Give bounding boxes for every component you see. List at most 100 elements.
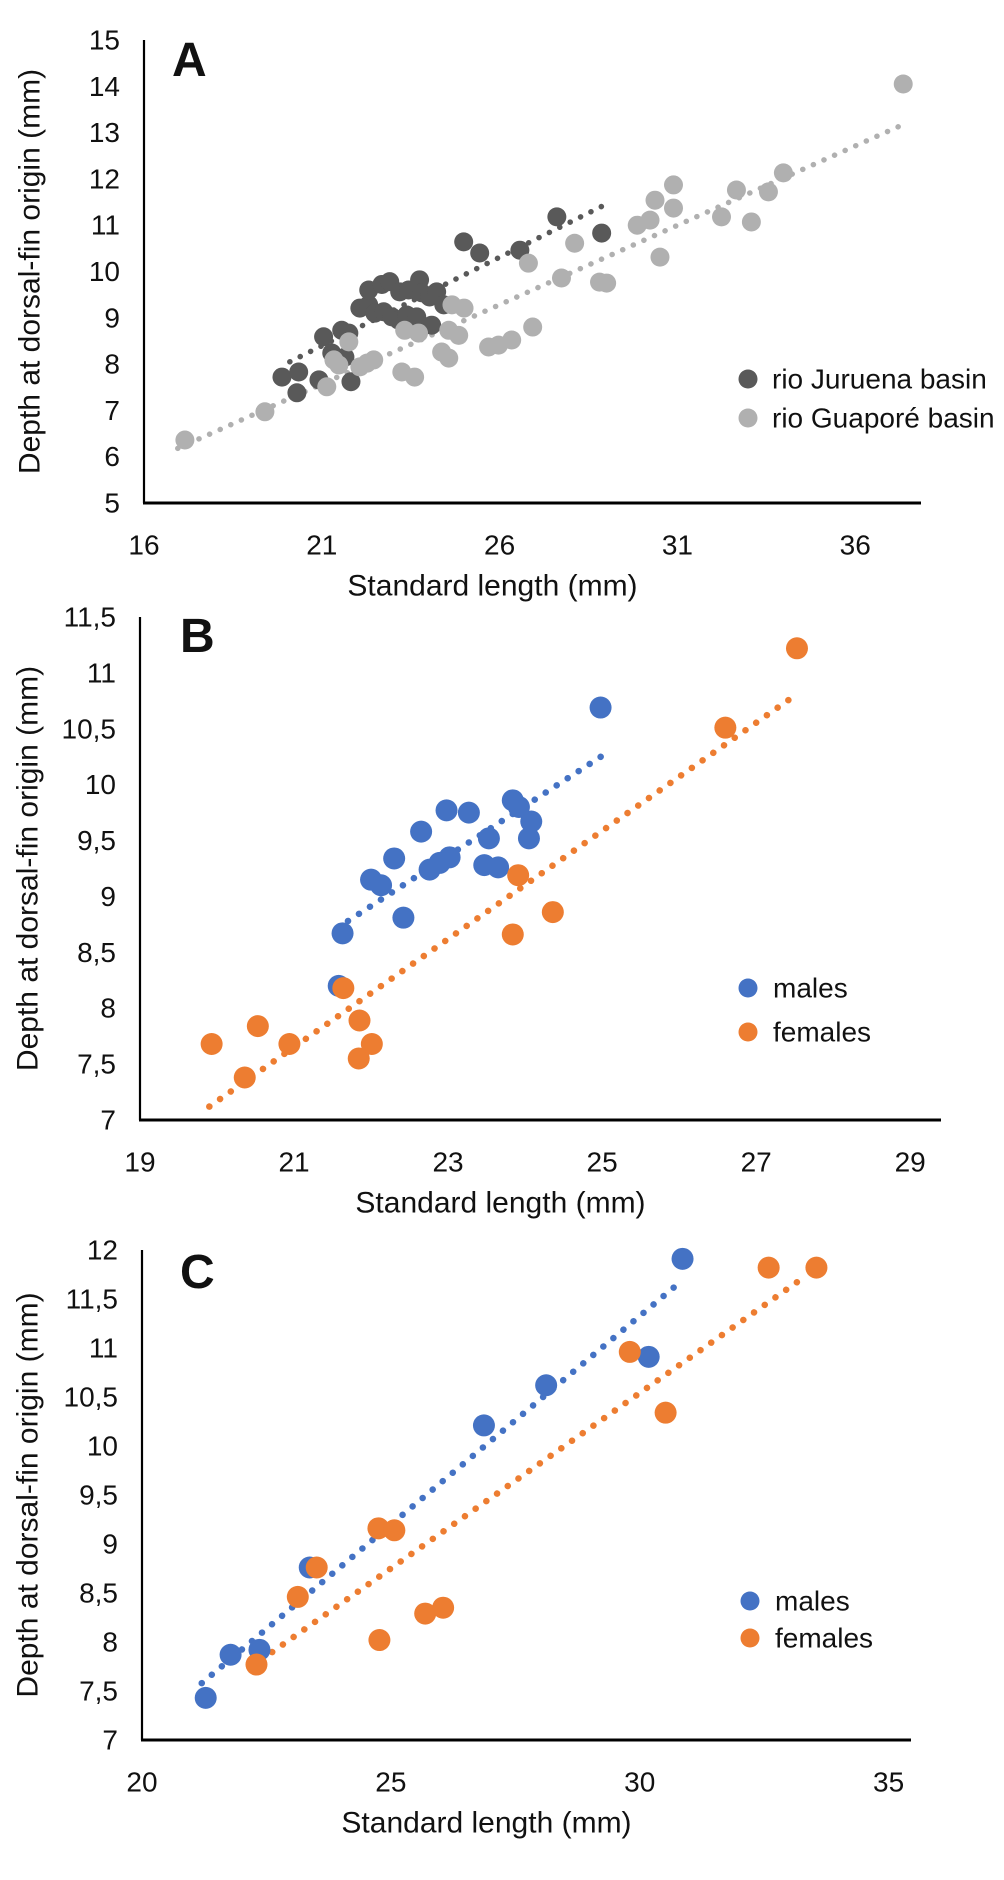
panel-B-x-axis-title: Standard length (mm) — [355, 1187, 645, 1220]
panel-A-y-tick-label: 14 — [89, 71, 120, 102]
panel-C-y-tick-label: 12 — [87, 1235, 118, 1266]
panel-A-point-series1 — [317, 377, 337, 397]
panel-A-point-series1 — [502, 330, 522, 350]
panel-C-x-tick-label: 35 — [873, 1767, 904, 1798]
panel-C-point-series1 — [432, 1596, 455, 1619]
panel-A-point-series1 — [663, 175, 683, 195]
panel-C-trendline-series0 — [198, 1281, 681, 1687]
panel-A-point-series0 — [547, 207, 567, 227]
panel-C-y-axis-title: Depth at dorsal-fin origin (mm) — [12, 1292, 45, 1697]
panel-A-y-tick-label: 12 — [89, 163, 120, 194]
panel-A-point-series1 — [758, 182, 778, 202]
panel-B-point-series1 — [348, 1009, 371, 1032]
panel-B-point-series1 — [200, 1032, 223, 1055]
panel-A-x-tick-label: 31 — [662, 530, 693, 561]
panel-A-point-series0 — [470, 243, 490, 263]
panel-B-point-series1 — [785, 637, 808, 660]
panel-A-y-tick-label: 15 — [89, 25, 120, 56]
panel-A-y-tick-label: 10 — [89, 256, 120, 287]
panel-B-y-tick-label: 9,5 — [77, 825, 116, 856]
panel-A-point-series0 — [407, 307, 427, 327]
panel-B-x-tick-label: 21 — [278, 1147, 309, 1178]
panel-B-point-series0 — [410, 820, 433, 843]
panel-A-point-series1 — [339, 332, 359, 352]
panel-A-legend-label-0: rio Juruena basin — [772, 364, 987, 395]
panel-C-point-series1 — [286, 1585, 309, 1608]
panel-A-point-series1 — [409, 323, 429, 343]
panel-A-y-tick-label: 5 — [104, 488, 120, 519]
panel-A-point-series1 — [726, 180, 746, 200]
panel-B-point-series0 — [457, 801, 480, 824]
panel-A-point-series1 — [329, 355, 349, 375]
panel-A-x-tick-label: 26 — [484, 530, 515, 561]
panel-A-point-series1 — [449, 325, 469, 345]
panel-B-x-tick-label: 29 — [895, 1147, 926, 1178]
panel-A-point-series1 — [523, 317, 543, 337]
panel-A-point-series1 — [650, 247, 670, 267]
panel-C-y-tick-label: 8 — [102, 1627, 118, 1658]
panel-A-x-axis-title: Standard length (mm) — [347, 570, 637, 603]
panel-A-point-series0 — [314, 327, 334, 347]
panel-C-point-series0 — [194, 1686, 217, 1709]
panel-C-x-tick-label: 30 — [624, 1767, 655, 1798]
panel-A-y-axis-title: Depth at dorsal-fin origin (mm) — [14, 69, 47, 474]
panel-A-point-series1 — [255, 402, 275, 422]
panel-C-point-series0 — [535, 1374, 558, 1397]
panel-C-y-tick-label: 10,5 — [64, 1382, 119, 1413]
panel-A-y-tick-label: 7 — [104, 395, 120, 426]
panel-B-point-series1 — [507, 864, 530, 887]
panel-B-point-series0 — [383, 847, 406, 870]
panel-A-point-series1 — [893, 74, 913, 94]
panel-B-point-series0 — [438, 846, 461, 869]
panel-C-point-series1 — [414, 1602, 437, 1625]
panel-B-point-series1 — [278, 1032, 301, 1055]
panel-A-y-tick-label: 6 — [104, 441, 120, 472]
panel-C-point-series0 — [219, 1643, 242, 1666]
panel-B-x-tick-label: 19 — [124, 1147, 155, 1178]
panel-B-legend-label-0: males — [773, 973, 848, 1004]
panel-B-point-series0 — [589, 696, 612, 719]
panel-B-point-series1 — [332, 977, 355, 1000]
panel-A-x-tick-label: 36 — [840, 530, 871, 561]
panel-A-point-series1 — [597, 273, 617, 293]
panel-A-point-series0 — [272, 367, 292, 387]
panel-A-point-series1 — [773, 163, 793, 183]
panel-B-letter: B — [180, 610, 215, 663]
panel-C-legend-label-1: females — [775, 1623, 873, 1654]
panel-B-legend-marker-0 — [738, 978, 758, 998]
panel-C-x-axis-title: Standard length (mm) — [341, 1807, 631, 1840]
panel-B-point-series1 — [246, 1015, 269, 1038]
panel-B-point-series0 — [517, 827, 540, 850]
panel-A-legend-marker-0 — [738, 369, 758, 389]
panel-B-y-tick-label: 10,5 — [62, 713, 117, 744]
panel-B-x-tick-label: 23 — [432, 1147, 463, 1178]
panel-C-y-tick-label: 8,5 — [79, 1578, 118, 1609]
panel-A-point-series0 — [287, 383, 307, 403]
panel-C-letter: C — [180, 1246, 215, 1299]
panel-C-legend-marker-1 — [740, 1628, 760, 1648]
panel-A-legend-label-1: rio Guaporé basin — [772, 403, 995, 434]
panel-A-point-series0 — [289, 362, 309, 382]
panel-B-y-tick-label: 11 — [87, 657, 116, 688]
panel-C-point-series1 — [654, 1401, 677, 1424]
panel-A-y-tick-label: 9 — [104, 302, 120, 333]
panel-A-legend-marker-1 — [738, 408, 758, 428]
panel-C-y-tick-label: 10 — [87, 1431, 118, 1462]
panel-B-y-axis-title: Depth at dorsal-fin origin (mm) — [12, 666, 45, 1071]
panel-B-point-series0 — [331, 922, 354, 945]
panel-B-point-series0 — [435, 799, 458, 822]
panel-A-y-tick-label: 13 — [89, 117, 120, 148]
panel-A-point-series1 — [439, 348, 459, 368]
panel-A-letter: A — [172, 34, 207, 87]
panel-C-y-tick-label: 11,5 — [66, 1284, 118, 1315]
panel-B-point-series0 — [370, 874, 393, 897]
panel-C-point-series1 — [368, 1629, 391, 1652]
panel-B-point-series0 — [507, 796, 530, 819]
panel-A-point-series1 — [712, 207, 732, 227]
panel-A-point-series0 — [454, 232, 474, 252]
panel-B-point-series0 — [392, 906, 415, 929]
panel-A-point-series1 — [741, 212, 761, 232]
panel-A-point-series1 — [645, 190, 665, 210]
